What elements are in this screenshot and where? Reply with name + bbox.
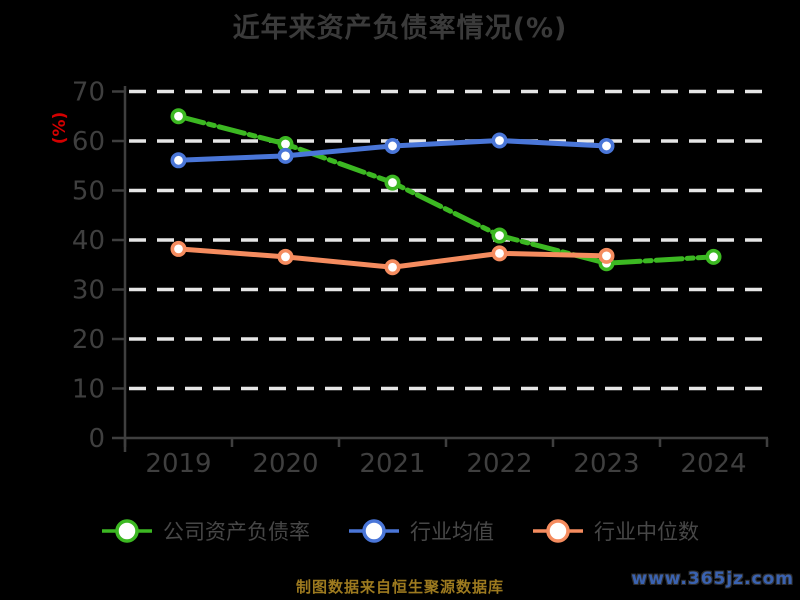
data-source-note: 制图数据来自恒生聚源数据库	[295, 578, 504, 596]
x-tick-label: 2024	[680, 449, 746, 479]
data-point-marker	[491, 132, 508, 149]
legend-label: 行业中位数	[594, 520, 699, 544]
data-point-marker	[491, 227, 508, 244]
x-tick-label: 2023	[573, 449, 639, 479]
chart-legend: 公司资产负债率 行业均值 行业中位数	[0, 516, 800, 546]
y-tick-label: 50	[72, 177, 105, 207]
green-line-circle-marker-icon	[102, 519, 152, 543]
y-tick-label: 10	[72, 375, 105, 405]
series-line-公司资产负债率	[176, 113, 716, 266]
x-tick-label: 2022	[466, 449, 532, 479]
data-point-marker	[170, 240, 187, 257]
y-tick-label: 70	[72, 78, 105, 108]
legend-label: 公司资产负债率	[163, 520, 310, 544]
data-point-marker	[705, 248, 722, 265]
data-point-marker	[170, 152, 187, 169]
data-point-marker	[277, 147, 294, 164]
data-point-marker	[170, 108, 187, 125]
data-point-marker	[598, 247, 615, 264]
data-point-marker	[277, 248, 294, 265]
data-point-marker	[384, 174, 401, 191]
y-tick-label: 30	[72, 276, 105, 306]
y-tick-label: 20	[72, 325, 105, 355]
x-tick-label: 2019	[145, 449, 211, 479]
x-tick-label: 2020	[252, 449, 318, 479]
data-point-marker	[384, 259, 401, 276]
legend-item-company-ratio: 公司资产负债率	[101, 516, 310, 546]
data-point-marker	[598, 137, 615, 154]
watermark-link[interactable]: www.365jz.com	[631, 569, 794, 589]
blue-line-circle-marker-icon	[349, 519, 399, 543]
data-point-marker	[491, 245, 508, 262]
y-tick-label: 40	[72, 226, 105, 256]
y-tick-label: 0	[88, 424, 105, 454]
y-tick-label: 60	[72, 127, 105, 157]
x-tick-label: 2021	[359, 449, 425, 479]
orange-line-circle-marker-icon	[533, 519, 583, 543]
chart-title: 近年来资产负债率情况(%)	[232, 13, 568, 44]
legend-item-industry-median: 行业中位数	[532, 516, 699, 546]
data-point-marker	[384, 137, 401, 154]
legend-label: 行业均值	[410, 520, 494, 544]
legend-item-industry-mean: 行业均值	[348, 516, 494, 546]
